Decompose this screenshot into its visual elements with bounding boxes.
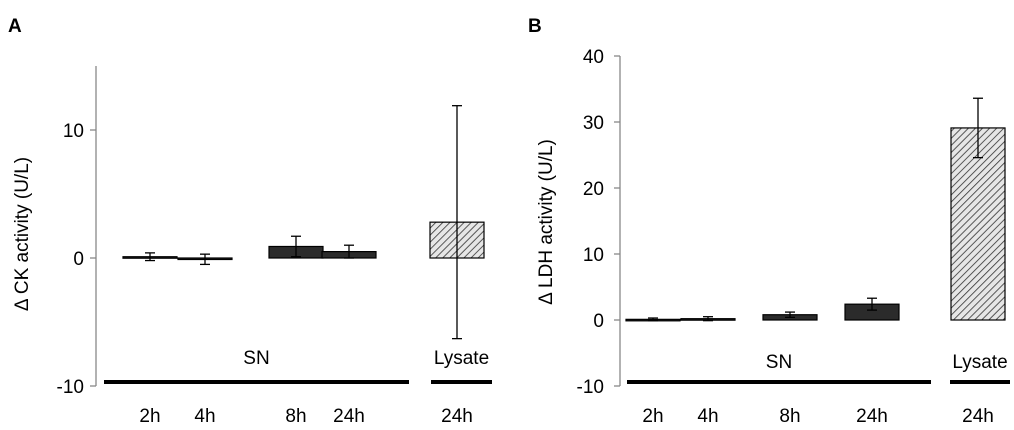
group-labels-b: SN Lysate (627, 352, 1010, 384)
y-tick-label: 30 (583, 113, 604, 134)
category-label-b-4: 24h (962, 406, 994, 427)
y-tick-label: 20 (583, 179, 604, 200)
category-label-b-0: 2h (642, 406, 663, 427)
category-label-a-3: 24h (333, 406, 365, 427)
y-axis-title-a: Δ CK activity (U/L) (12, 157, 33, 311)
y-ticks-b: -10 0 10 20 30 40 (577, 47, 620, 398)
error-bar-b-0 (648, 317, 658, 322)
y-tick-label: -10 (57, 377, 84, 398)
panel-letter-a: A (8, 16, 22, 37)
error-bar-a-3 (344, 244, 354, 259)
y-tick-label: 10 (63, 121, 84, 142)
y-tick-label: 0 (73, 249, 84, 270)
category-labels-a: 2h 4h 8h 24h 24h (139, 406, 472, 427)
category-label-b-3: 24h (856, 406, 888, 427)
category-label-b-2: 8h (779, 406, 800, 427)
panel-b: B Δ LDH activity (U/L) -10 0 10 20 30 40 SN Ly… (528, 16, 1010, 427)
bars-a (122, 221, 485, 261)
error-bar-a-4 (452, 105, 462, 340)
error-bar-b-2 (785, 311, 795, 319)
error-bar-b-3 (867, 297, 877, 311)
y-tick-label: 0 (593, 311, 604, 332)
group-labels-a: SN Lysate (104, 348, 492, 384)
category-label-a-0: 2h (139, 406, 160, 427)
bars-b (625, 127, 1006, 322)
error-bar-b-4 (973, 97, 983, 159)
category-labels-b: 2h 4h 8h 24h 24h (642, 406, 993, 427)
y-tick-label: 10 (583, 245, 604, 266)
category-label-a-4: 24h (441, 406, 473, 427)
group-label-a-1: Lysate (434, 348, 489, 369)
error-bar-b-1 (703, 316, 713, 322)
panel-letter-b: B (528, 16, 542, 37)
category-label-a-1: 4h (194, 406, 215, 427)
group-label-a-0: SN (243, 348, 269, 369)
y-ticks-a: -10 0 10 (57, 121, 96, 398)
error-bar-a-1 (200, 253, 210, 266)
category-label-b-1: 4h (697, 406, 718, 427)
category-label-a-2: 8h (285, 406, 306, 427)
y-axis-title-b: Δ LDH activity (U/L) (536, 139, 557, 305)
error-bars-b (648, 97, 983, 322)
panel-a: A Δ CK activity (U/L) -10 0 10 SN Lysate 2h… (8, 16, 492, 427)
bar-b-4 (950, 127, 1006, 321)
group-label-b-0: SN (766, 352, 792, 373)
error-bars-a (145, 105, 462, 340)
error-bar-a-0 (145, 252, 155, 262)
y-tick-label: -10 (577, 377, 604, 398)
error-bar-a-2 (291, 235, 301, 258)
y-tick-label: 40 (583, 47, 604, 68)
group-label-b-1: Lysate (952, 352, 1007, 373)
